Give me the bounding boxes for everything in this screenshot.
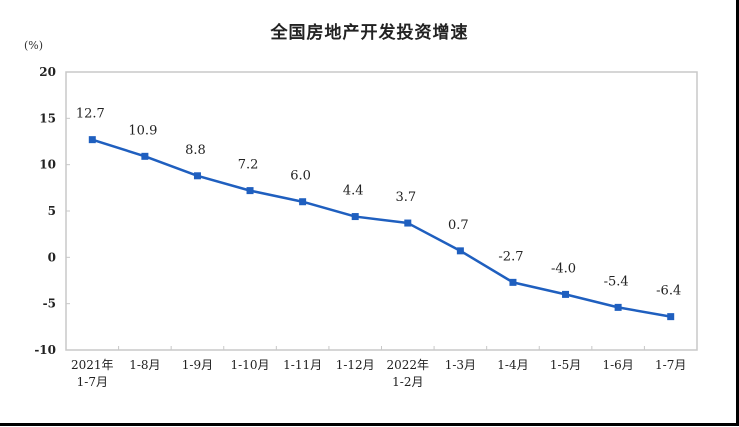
y-tick-label: 15 bbox=[39, 111, 56, 125]
x-tick-label: 1-12月 bbox=[336, 358, 375, 372]
data-point-marker bbox=[246, 187, 254, 195]
x-tick-label: 1-7月 bbox=[77, 375, 108, 389]
chart-title: 全国房地产开发投资增速 bbox=[270, 23, 469, 43]
data-label: -4.0 bbox=[551, 261, 576, 276]
y-tick-label: 0 bbox=[48, 250, 56, 264]
y-axis-unit: (%) bbox=[24, 39, 44, 52]
data-label: 4.4 bbox=[343, 184, 364, 199]
plot-area bbox=[65, 71, 698, 351]
data-label: 8.8 bbox=[185, 143, 206, 158]
data-label: -5.4 bbox=[604, 274, 629, 289]
y-tick-label: 20 bbox=[39, 65, 56, 79]
data-point-marker bbox=[456, 247, 464, 255]
y-tick-label: -10 bbox=[34, 343, 56, 357]
y-tick-label: 5 bbox=[48, 204, 56, 218]
x-tick-label: 1-8月 bbox=[129, 358, 160, 372]
data-label: -6.4 bbox=[656, 284, 681, 299]
y-tick-label: 10 bbox=[39, 158, 56, 172]
data-point-marker bbox=[509, 278, 517, 286]
data-point-marker bbox=[404, 219, 412, 227]
x-tick-label: 2021年 bbox=[71, 358, 114, 372]
data-label: 10.9 bbox=[128, 123, 157, 138]
x-tick-label: 1-9月 bbox=[182, 358, 213, 372]
data-point-marker bbox=[88, 136, 96, 144]
x-tick-label: 1-7月 bbox=[655, 358, 686, 372]
data-label: -2.7 bbox=[498, 249, 523, 264]
data-label: 6.0 bbox=[290, 169, 311, 184]
x-tick-label: 1-11月 bbox=[283, 358, 322, 372]
x-tick-label: 1-4月 bbox=[497, 358, 528, 372]
y-tick-label: -5 bbox=[43, 297, 56, 311]
data-point-marker bbox=[193, 172, 201, 180]
x-tick-label: 1-2月 bbox=[392, 375, 423, 389]
x-tick-label: 1-6月 bbox=[602, 358, 633, 372]
data-point-marker bbox=[351, 213, 359, 221]
data-label: 0.7 bbox=[448, 218, 469, 233]
data-label: 12.7 bbox=[76, 107, 105, 122]
x-tick-label: 1-3月 bbox=[445, 358, 476, 372]
data-label: 3.7 bbox=[395, 190, 416, 205]
x-tick-label: 1-10月 bbox=[231, 358, 270, 372]
data-label: 7.2 bbox=[238, 158, 259, 173]
data-point-marker bbox=[141, 152, 149, 160]
data-point-marker bbox=[667, 313, 675, 321]
data-point-marker bbox=[299, 198, 307, 206]
data-point-marker bbox=[562, 290, 570, 298]
x-tick-label: 2022年 bbox=[387, 358, 430, 372]
series-line bbox=[91, 138, 671, 318]
data-point-marker bbox=[614, 303, 622, 311]
x-tick-label: 1-5月 bbox=[550, 358, 581, 372]
